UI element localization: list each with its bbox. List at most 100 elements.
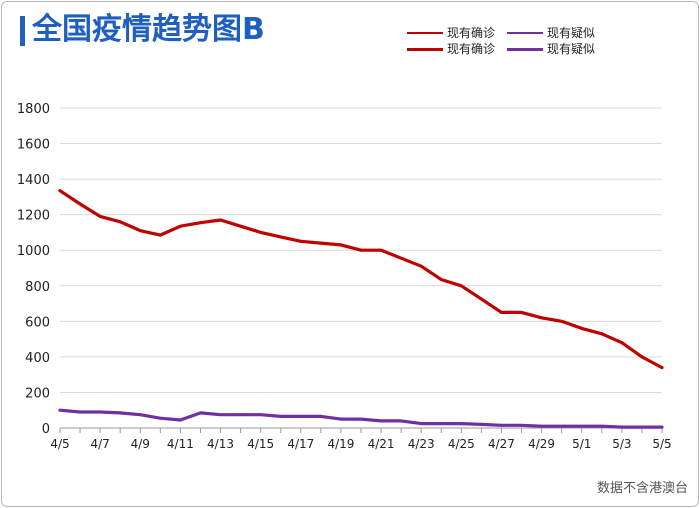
legend-label-suspected: 现有疑似 <box>547 26 596 40</box>
x-tick-label: 4/29 <box>528 437 555 451</box>
chart-title: 全国疫情趋势图B <box>32 12 265 47</box>
data-point-suspected <box>419 422 423 425</box>
data-point-confirmed <box>520 311 523 314</box>
legend: 现有确诊 现有疑似 现有确诊 现有疑似 <box>407 24 687 64</box>
data-point-suspected <box>660 425 664 429</box>
data-point-suspected <box>560 424 564 428</box>
y-tick-label: 1000 <box>17 244 50 259</box>
data-point-confirmed <box>660 366 664 369</box>
x-tick-label: 4/25 <box>448 437 475 451</box>
legend-label-confirmed: 现有确诊 <box>447 26 496 40</box>
data-point-suspected <box>399 419 403 423</box>
data-point-confirmed <box>640 355 644 359</box>
data-point-suspected <box>379 419 383 423</box>
data-point-suspected <box>459 422 463 425</box>
y-tick-label: 1800 <box>17 102 50 117</box>
x-tick-label: 5/3 <box>612 437 631 451</box>
y-tick-label: 1200 <box>17 209 50 224</box>
data-point-confirmed <box>379 248 383 252</box>
data-point-confirmed <box>78 202 82 206</box>
y-tick-label: 200 <box>25 386 50 401</box>
data-point-confirmed <box>459 284 463 288</box>
data-point-suspected <box>540 424 543 428</box>
y-tick-label: 800 <box>25 280 50 295</box>
data-point-suspected <box>118 411 122 415</box>
x-tick-label: 4/23 <box>408 437 435 451</box>
data-point-suspected <box>580 424 584 428</box>
data-point-suspected <box>620 425 624 429</box>
data-point-suspected <box>640 425 644 429</box>
data-point-suspected <box>58 408 62 412</box>
legend-label-confirmed-thick: 现有确诊 <box>447 42 496 56</box>
data-point-confirmed <box>58 189 62 193</box>
x-tick-label: 4/15 <box>247 437 274 451</box>
footnote: 数据不含港澳台 <box>596 481 688 496</box>
data-point-confirmed <box>158 233 162 237</box>
data-point-suspected <box>279 415 283 418</box>
data-point-confirmed <box>199 221 202 225</box>
x-tick-label: 4/5 <box>50 437 69 451</box>
data-point-confirmed <box>98 215 102 218</box>
data-point-confirmed <box>580 327 584 330</box>
series-line-confirmed <box>58 189 664 370</box>
data-point-confirmed <box>419 264 423 268</box>
data-point-confirmed <box>279 235 283 239</box>
data-point-confirmed <box>118 220 122 224</box>
data-point-suspected <box>199 411 202 415</box>
x-tick-label: 5/5 <box>652 437 671 451</box>
data-point-suspected <box>520 423 523 427</box>
x-tick-label: 5/1 <box>572 437 591 451</box>
legend-line-suspected-thick <box>507 48 543 51</box>
data-point-confirmed <box>560 319 564 323</box>
legend-line-suspected <box>507 32 543 34</box>
data-point-suspected <box>158 416 162 420</box>
data-point-suspected <box>480 423 483 426</box>
y-tick-label: 1400 <box>17 173 50 188</box>
data-point-confirmed <box>620 341 624 345</box>
data-point-confirmed <box>480 297 483 301</box>
y-tick-label: 0 <box>42 422 50 437</box>
data-point-suspected <box>339 417 343 421</box>
data-point-suspected <box>600 424 604 428</box>
x-tick-label: 4/19 <box>327 437 354 451</box>
x-tick-label: 4/27 <box>488 437 515 451</box>
data-point-confirmed <box>540 316 543 320</box>
data-point-suspected <box>439 422 443 425</box>
y-tick-label: 600 <box>25 315 50 330</box>
data-point-confirmed <box>359 248 363 252</box>
data-point-confirmed <box>219 218 222 222</box>
x-tick-label: 4/17 <box>287 437 314 451</box>
y-tick-label: 400 <box>25 351 50 366</box>
x-tick-label: 4/11 <box>167 437 194 451</box>
data-point-suspected <box>259 413 263 417</box>
data-point-suspected <box>219 413 222 417</box>
legend-label-suspected-thick: 现有疑似 <box>547 42 596 56</box>
data-point-confirmed <box>500 311 503 314</box>
data-point-suspected <box>98 410 102 414</box>
data-point-suspected <box>78 410 82 414</box>
x-tick-label: 4/21 <box>368 437 395 451</box>
data-point-confirmed <box>439 278 443 281</box>
data-point-suspected <box>319 415 323 418</box>
data-point-confirmed <box>259 231 263 234</box>
data-point-suspected <box>239 413 243 417</box>
y-tick-label: 1600 <box>17 138 50 153</box>
data-point-confirmed <box>299 239 303 243</box>
x-tick-label: 4/13 <box>207 437 234 451</box>
data-point-confirmed <box>319 241 323 245</box>
data-point-confirmed <box>339 243 343 247</box>
x-tick-label: 4/7 <box>90 437 109 451</box>
data-point-confirmed <box>239 224 243 228</box>
data-point-confirmed <box>138 229 142 233</box>
data-point-suspected <box>359 417 363 421</box>
data-point-suspected <box>179 418 182 422</box>
data-point-confirmed <box>179 224 182 228</box>
x-tick-label: 4/9 <box>131 437 150 451</box>
data-point-suspected <box>299 415 303 418</box>
data-point-suspected <box>500 423 503 427</box>
legend-line-confirmed-thick <box>407 48 443 51</box>
data-point-confirmed <box>600 332 604 336</box>
data-point-confirmed <box>399 256 403 260</box>
